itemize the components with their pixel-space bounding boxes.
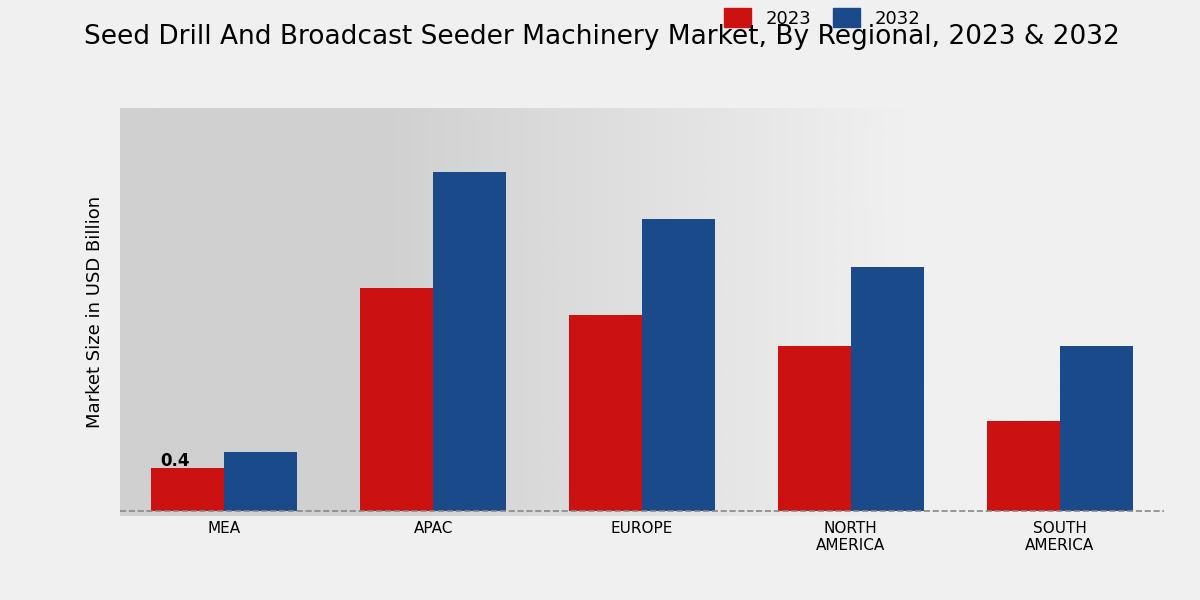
Text: 0.4: 0.4 [160, 452, 190, 470]
Bar [224, 452, 298, 511]
Bar [778, 346, 851, 511]
Legend: 2023, 2032: 2023, 2032 [719, 3, 925, 33]
Y-axis label: Market Size in USD Billion: Market Size in USD Billion [86, 196, 104, 428]
Bar [151, 469, 224, 511]
Bar [360, 288, 433, 511]
Text: Seed Drill And Broadcast Seeder Machinery Market, By Regional, 2023 & 2032: Seed Drill And Broadcast Seeder Machiner… [84, 24, 1120, 50]
Bar [569, 314, 642, 511]
Bar [851, 267, 924, 511]
Bar [433, 172, 506, 511]
Bar [642, 219, 715, 511]
Bar [1060, 346, 1133, 511]
Bar [986, 421, 1060, 511]
